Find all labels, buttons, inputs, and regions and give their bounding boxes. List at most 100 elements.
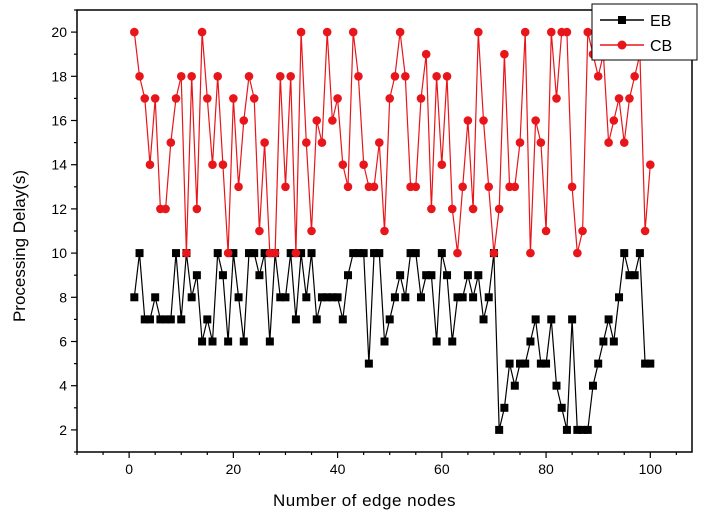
- data-point-eb: [542, 359, 551, 368]
- data-point-cb: [380, 226, 389, 236]
- data-point-eb: [281, 293, 290, 302]
- data-point-cb: [312, 116, 322, 125]
- data-point-eb: [562, 425, 571, 434]
- data-point-eb: [416, 293, 425, 302]
- data-point-cb: [604, 138, 613, 147]
- data-point-cb: [630, 72, 639, 81]
- data-point-cb: [416, 94, 426, 103]
- data-point-eb: [453, 293, 462, 302]
- series-cb: [130, 27, 655, 258]
- data-point-eb: [385, 315, 394, 324]
- data-point-cb: [150, 94, 160, 103]
- x-tick-label: 0: [125, 461, 133, 477]
- data-point-eb: [516, 359, 525, 368]
- data-point-cb: [234, 182, 243, 192]
- data-point-eb: [552, 381, 561, 390]
- data-point-cb: [145, 160, 155, 169]
- legend-box: [591, 3, 698, 61]
- data-point-eb: [229, 249, 238, 258]
- data-point-cb: [218, 160, 228, 169]
- y-tick-label: 14: [51, 157, 67, 173]
- data-point-eb: [609, 337, 618, 346]
- legend-marker-eb: [618, 16, 626, 24]
- series-line-cb: [133, 31, 651, 254]
- y-tick-label: 10: [51, 245, 67, 261]
- data-point-eb: [588, 381, 597, 390]
- data-point-cb: [202, 94, 212, 103]
- series-line-eb: [133, 252, 651, 431]
- data-point-eb: [140, 315, 149, 324]
- data-point-eb: [557, 403, 566, 412]
- data-point-eb: [526, 337, 535, 346]
- y-tick-label: 16: [51, 113, 67, 129]
- data-point-cb: [286, 72, 295, 81]
- data-point-eb: [411, 249, 420, 258]
- data-point-cb: [322, 27, 332, 37]
- data-point-cb: [510, 182, 520, 192]
- data-point-eb: [474, 271, 483, 280]
- data-point-cb: [437, 160, 447, 169]
- data-point-cb: [546, 27, 556, 37]
- data-point-cb: [427, 204, 436, 214]
- data-point-cb: [625, 94, 634, 103]
- data-point-eb: [406, 249, 415, 258]
- data-point-eb: [250, 249, 259, 258]
- data-point-cb: [447, 204, 457, 214]
- data-point-cb: [520, 27, 530, 37]
- data-point-eb: [578, 425, 587, 434]
- data-point-eb: [531, 315, 540, 324]
- data-point-cb: [166, 138, 176, 147]
- data-point-eb: [312, 315, 321, 324]
- data-point-eb: [349, 249, 358, 258]
- data-point-cb: [244, 72, 254, 81]
- data-point-eb: [145, 315, 154, 324]
- data-point-cb: [307, 226, 316, 236]
- data-point-cb: [458, 182, 467, 192]
- x-tick-label: 60: [434, 461, 450, 477]
- y-tick-label: 6: [59, 334, 67, 350]
- data-point-cb: [270, 248, 280, 258]
- data-point-eb: [172, 249, 181, 258]
- series-eb: [130, 249, 655, 434]
- data-point-eb: [521, 359, 530, 368]
- data-point-eb: [396, 271, 405, 280]
- data-point-cb: [536, 138, 546, 147]
- data-point-eb: [620, 249, 629, 258]
- data-point-eb: [458, 293, 467, 302]
- data-point-cb: [333, 94, 342, 103]
- data-point-eb: [495, 425, 504, 434]
- data-point-eb: [448, 337, 457, 346]
- data-point-eb: [302, 293, 311, 302]
- data-point-cb: [474, 27, 483, 37]
- axes: 0 20 40 60 80 100 2 4 6 8 10 12 14 16 18 20: [51, 9, 693, 477]
- data-point-cb: [593, 72, 603, 81]
- data-point-eb: [276, 293, 285, 302]
- data-point-eb: [156, 315, 165, 324]
- data-point-eb: [239, 337, 248, 346]
- data-point-eb: [187, 293, 196, 302]
- data-point-eb: [244, 249, 253, 258]
- data-point-cb: [135, 72, 144, 81]
- data-point-cb: [374, 138, 384, 147]
- data-point-cb: [354, 72, 363, 81]
- data-point-cb: [343, 182, 353, 192]
- data-point-cb: [583, 27, 593, 37]
- data-point-eb: [177, 315, 186, 324]
- data-point-cb: [328, 116, 337, 125]
- data-point-eb: [265, 337, 274, 346]
- legend: EB CB: [591, 3, 698, 61]
- data-point-eb: [401, 293, 410, 302]
- data-point-eb: [443, 271, 452, 280]
- data-point-eb: [432, 337, 441, 346]
- data-point-eb: [359, 249, 368, 258]
- data-point-cb: [646, 160, 655, 169]
- data-point-cb: [411, 182, 421, 192]
- data-point-cb: [619, 138, 629, 147]
- data-point-eb: [224, 337, 233, 346]
- data-point-cb: [515, 138, 525, 147]
- x-axis-title: Number of edge nodes: [273, 491, 456, 510]
- data-point-cb: [468, 204, 478, 214]
- y-tick-label: 20: [51, 24, 67, 40]
- data-point-cb: [541, 226, 551, 236]
